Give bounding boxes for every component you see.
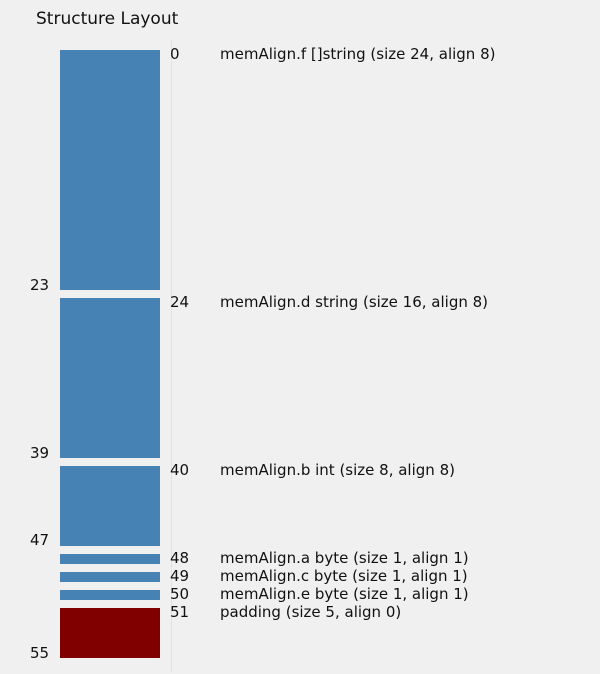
divider-line xyxy=(171,40,172,672)
offset-label: 50 xyxy=(170,585,190,603)
padding-block xyxy=(60,608,160,658)
field-block xyxy=(60,572,160,582)
field-block xyxy=(60,298,160,458)
field-description: memAlign.b int (size 8, align 8) xyxy=(220,461,455,479)
end-offset-label: 39 xyxy=(30,444,50,462)
field-description: memAlign.c byte (size 1, align 1) xyxy=(220,567,468,585)
offset-label: 49 xyxy=(170,567,190,585)
field-block xyxy=(60,554,160,564)
end-offset-label: 55 xyxy=(30,644,50,662)
field-description: memAlign.a byte (size 1, align 1) xyxy=(220,549,469,567)
field-block xyxy=(60,590,160,600)
field-block xyxy=(60,466,160,546)
end-offset-label: 23 xyxy=(30,276,50,294)
offset-label: 48 xyxy=(170,549,190,567)
field-description: padding (size 5, align 0) xyxy=(220,603,402,621)
end-offset-label: 47 xyxy=(30,531,50,549)
offset-label: 24 xyxy=(170,293,190,311)
field-description: memAlign.d string (size 16, align 8) xyxy=(220,293,489,311)
field-block xyxy=(60,50,160,290)
field-description: memAlign.f []string (size 24, align 8) xyxy=(220,45,496,63)
diagram-title: Structure Layout xyxy=(36,9,179,29)
offset-label: 40 xyxy=(170,461,190,479)
field-description: memAlign.e byte (size 1, align 1) xyxy=(220,585,469,603)
offset-label: 51 xyxy=(170,603,190,621)
offset-label: 0 xyxy=(170,45,180,63)
